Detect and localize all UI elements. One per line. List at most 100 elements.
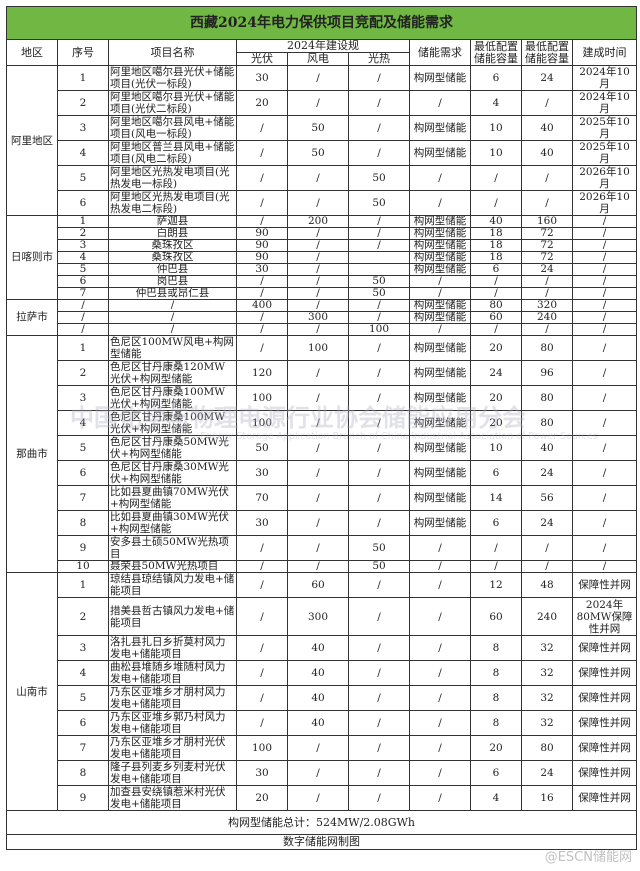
- completion-time: /: [571, 535, 638, 561]
- project-name: 岗巴县: [108, 275, 237, 288]
- min-storage-power: 60: [470, 311, 522, 324]
- project-name: 阿里地区噶尔县光伏+储能项目(光伏二标段): [108, 90, 237, 116]
- wind-capacity: 60: [287, 572, 349, 598]
- project-name: /: [108, 323, 237, 336]
- header-no: 序号: [57, 39, 109, 66]
- storage-type: 构网型储能: [409, 311, 471, 324]
- completion-time: 2024年10月: [571, 65, 638, 91]
- pv-capacity: 20: [236, 785, 288, 811]
- project-name: 乃东区亚堆乡郭乃村风力发电+储能项目: [108, 710, 237, 736]
- storage-type: 构网型储能: [409, 140, 471, 166]
- table-row: 4 阿里地区普兰县风电+储能项目(风电二标段)/50/构网型储能 10 40 2025年…: [7, 140, 638, 166]
- solar-thermal-capacity: 50: [348, 275, 410, 288]
- wind-capacity: /: [287, 275, 349, 288]
- min-storage-power: 4: [470, 90, 522, 116]
- project-name: 洛扎县扎日乡折莫村风力发电+储能项目: [108, 635, 237, 661]
- min-storage-power: 10: [470, 435, 522, 461]
- min-storage-power: 6: [470, 760, 522, 786]
- project-name: 阿里地区噶尔县光伏+储能项目(光伏一标段): [108, 65, 237, 91]
- completion-time: /: [571, 410, 638, 436]
- completion-time: /: [571, 251, 638, 264]
- pv-capacity: /: [236, 190, 288, 216]
- row-no: /: [57, 311, 109, 324]
- project-name: 色尼区甘丹康桑30MW光伏+构网型储能: [108, 460, 237, 486]
- min-storage-energy: 72: [521, 251, 573, 264]
- storage-type: /: [409, 323, 471, 336]
- min-storage-power: 20: [470, 410, 522, 436]
- min-storage-energy: 80: [521, 335, 573, 361]
- completion-time: 2025年10月: [571, 115, 638, 141]
- storage-type: 构网型储能: [409, 460, 471, 486]
- min-storage-energy: 24: [521, 510, 573, 536]
- solar-thermal-capacity: 100: [348, 323, 410, 336]
- wind-capacity: 50: [287, 115, 349, 141]
- project-name: /: [108, 311, 237, 324]
- header-solar-thermal: 光热: [348, 52, 410, 66]
- min-storage-power: 10: [470, 115, 522, 141]
- min-storage-energy: 16: [521, 785, 573, 811]
- min-storage-energy: /: [521, 535, 573, 561]
- wind-capacity: 40: [287, 685, 349, 711]
- row-no: 5: [57, 435, 109, 461]
- row-no: 1: [57, 65, 109, 91]
- project-name: 仲巴县: [108, 263, 237, 276]
- storage-type: /: [409, 90, 471, 116]
- completion-time: 保障性并网: [571, 710, 638, 736]
- table-row: 2 白朗县 90// 构网型储能 18 72/: [7, 227, 638, 240]
- table-row: 10 聂荣县50MW光热项目 //50// / /: [7, 560, 638, 573]
- pv-capacity: 20: [236, 90, 288, 116]
- solar-thermal-capacity: /: [348, 485, 410, 511]
- storage-type: /: [409, 685, 471, 711]
- completion-time: /: [571, 215, 638, 228]
- row-no: 4: [57, 140, 109, 166]
- storage-type: /: [409, 275, 471, 288]
- table-row: 3 桑珠孜区 90// 构网型储能 18 72/: [7, 239, 638, 252]
- min-storage-power: 6: [470, 510, 522, 536]
- min-storage-power: 20: [470, 385, 522, 411]
- solar-thermal-capacity: /: [348, 90, 410, 116]
- solar-thermal-capacity: /: [348, 460, 410, 486]
- pv-capacity: /: [236, 685, 288, 711]
- solar-thermal-capacity: /: [348, 510, 410, 536]
- min-storage-energy: 32: [521, 635, 573, 661]
- row-no: 8: [57, 760, 109, 786]
- header-min-power: 最低配置储能容量: [470, 39, 522, 66]
- table-row: 2 阿里地区噶尔县光伏+储能项目(光伏二标段) 20///4/2024年10月: [7, 90, 638, 116]
- project-name: 桑珠孜区: [108, 251, 237, 264]
- project-name: 色尼区甘丹康桑50MW光伏+构网型储能: [108, 435, 237, 461]
- row-no: 3: [57, 385, 109, 411]
- project-name: 隆子县列麦乡列麦村光伏发电+储能项目: [108, 760, 237, 786]
- solar-thermal-capacity: /: [348, 239, 410, 252]
- wind-capacity: /: [287, 560, 349, 573]
- solar-thermal-capacity: /: [348, 572, 410, 598]
- row-no: 6: [57, 190, 109, 216]
- solar-thermal-capacity: /: [348, 115, 410, 141]
- row-no: 2: [57, 360, 109, 386]
- table-title: 西藏2024年电力保供项目竞配及储能需求: [5, 6, 638, 40]
- completion-time: 保障性并网: [571, 572, 638, 598]
- storage-type: /: [409, 535, 471, 561]
- storage-type: /: [409, 572, 471, 598]
- min-storage-energy: 240: [521, 597, 573, 636]
- table-row: 8 隆子县列麦乡列麦村光伏发电+储能项目 30///6 24 保障性并网: [7, 760, 638, 786]
- solar-thermal-capacity: /: [348, 660, 410, 686]
- min-storage-energy: 24: [521, 263, 573, 276]
- pv-capacity: /: [236, 287, 288, 300]
- completion-time: /: [571, 311, 638, 324]
- solar-thermal-capacity: /: [348, 435, 410, 461]
- solar-thermal-capacity: /: [348, 227, 410, 240]
- min-storage-power: 18: [470, 227, 522, 240]
- row-no: 1: [57, 335, 109, 361]
- table-row: 4 色尼区甘丹康桑100MW光伏+构网型储能 100// 构网型储能 20 80/: [7, 410, 638, 436]
- row-no: 5: [57, 165, 109, 191]
- storage-type: 构网型储能: [409, 239, 471, 252]
- solar-thermal-capacity: /: [348, 360, 410, 386]
- row-no: 6: [57, 710, 109, 736]
- project-name: 聂荣县50MW光热项目: [108, 560, 237, 573]
- min-storage-energy: 24: [521, 760, 573, 786]
- min-storage-energy: 160: [521, 215, 573, 228]
- wind-capacity: /: [287, 735, 349, 761]
- solar-thermal-capacity: /: [348, 385, 410, 411]
- table-row: 山南市 1 琼结县琼结镇风力发电+储能项目/60//12 48 保障性并网: [6, 572, 638, 811]
- min-storage-energy: 80: [521, 385, 573, 411]
